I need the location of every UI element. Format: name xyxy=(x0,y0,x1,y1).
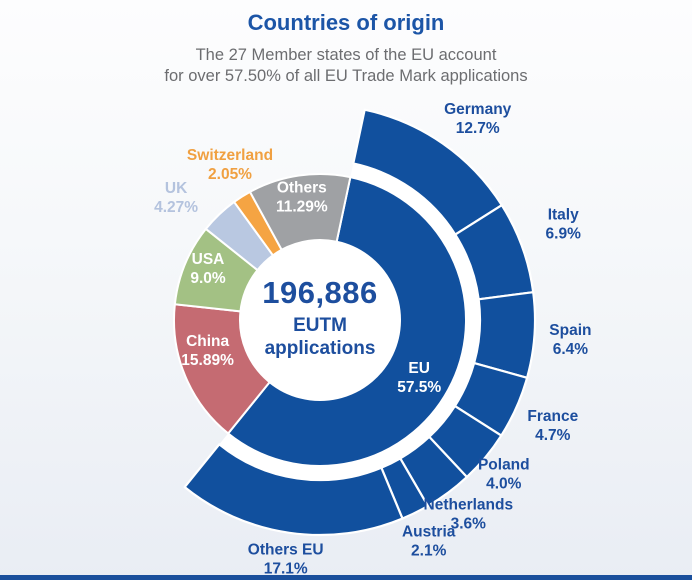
inner-segment-others xyxy=(249,173,352,251)
label-germany: Germany 12.7% xyxy=(444,101,512,137)
outer-segment-others-eu xyxy=(183,443,404,537)
chart-subtitle-line1: The 27 Member states of the EU account xyxy=(195,46,497,64)
chart-header: Countries of origin The 27 Member states… xyxy=(0,10,692,87)
label-netherlands: Netherlands 3.6% xyxy=(424,497,514,533)
label-switzerland: Switzerland 2.05% xyxy=(187,147,273,183)
total-applications-unit-line1: EUTM xyxy=(293,315,347,336)
label-italy: Italy 6.9% xyxy=(546,206,582,242)
ring-gap xyxy=(217,160,484,483)
label-uk: UK 4.27% xyxy=(154,180,198,216)
donut-hole xyxy=(240,240,400,400)
total-applications-unit-line2: applications xyxy=(264,338,376,359)
label-others: Others 11.29% xyxy=(276,179,328,215)
inner-segment-eu xyxy=(227,176,468,467)
total-applications-value: 196,886 xyxy=(262,275,378,310)
label-spain: Spain 6.4% xyxy=(549,322,591,358)
chart-center-label: 196,886 EUTM applications xyxy=(235,276,405,360)
label-poland: Poland 4.0% xyxy=(478,457,530,493)
bottom-accent-bar xyxy=(0,575,692,580)
label-austria: Austria 2.1% xyxy=(402,524,456,560)
label-china: China 15.89% xyxy=(181,333,234,369)
label-eu: EU 57.5% xyxy=(397,360,441,396)
chart-title: Countries of origin xyxy=(247,10,445,35)
label-others-eu: Others EU 17.1% xyxy=(248,542,324,578)
label-usa: USA 9.0% xyxy=(190,251,226,287)
label-france: France 4.7% xyxy=(527,408,578,444)
chart-subtitle-line2: for over 57.50% of all EU Trade Mark app… xyxy=(164,67,528,85)
